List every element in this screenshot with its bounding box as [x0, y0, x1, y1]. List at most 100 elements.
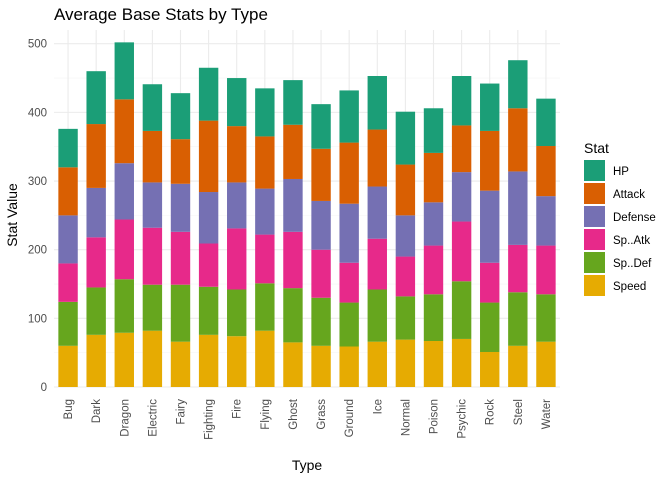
bar-segment-grass-spdef	[311, 297, 331, 346]
y-tick-label: 400	[28, 107, 47, 119]
bar-segment-rock-speed	[480, 351, 500, 387]
legend-label: Defense	[613, 212, 656, 224]
bar-segment-ghost-speed	[283, 342, 303, 388]
bar-segment-dark-defense	[86, 187, 106, 238]
bar-segment-grass-defense	[311, 200, 331, 250]
bar-segment-normal-defense	[395, 215, 416, 257]
x-tick-label: Rock	[485, 399, 497, 425]
legend-title: Stat	[584, 140, 609, 156]
bar-segment-ground-spatk	[339, 262, 359, 303]
bar-segment-ground-spdef	[339, 302, 359, 347]
legend-label: Sp..Atk	[613, 235, 650, 247]
bar-segment-rock-defense	[480, 190, 500, 263]
bar-segment-normal-spdef	[395, 296, 416, 340]
bar-segment-ground-attack	[339, 142, 359, 204]
bar-segment-fighting-attack	[198, 120, 219, 193]
bar-segment-ghost-attack	[283, 124, 303, 179]
bar-segment-water-spatk	[536, 245, 556, 295]
bar-segment-electric-attack	[142, 130, 163, 183]
bar-segment-flying-defense	[255, 188, 275, 235]
bar-segment-poison-spdef	[423, 294, 444, 341]
bar-segment-water-hp	[536, 98, 556, 147]
bar-segment-psychic-spatk	[451, 221, 472, 282]
bar-segment-bug-attack	[58, 167, 78, 216]
bar-segment-rock-spdef	[480, 302, 500, 352]
bar-segment-rock-hp	[480, 83, 500, 131]
bar-segment-normal-speed	[395, 339, 416, 387]
x-tick-label: Poison	[429, 399, 441, 434]
x-tick-label: Bug	[63, 399, 75, 419]
bar-segment-steel-defense	[508, 171, 528, 245]
bar-segment-flying-spdef	[255, 283, 275, 331]
legend-label: Sp..Def	[613, 258, 652, 270]
legend-swatch	[584, 183, 605, 204]
x-tick-label: Fighting	[204, 399, 216, 440]
bar-segment-dragon-speed	[114, 332, 134, 387]
bar-segment-electric-speed	[142, 330, 163, 387]
bar-segment-flying-spatk	[255, 234, 275, 284]
bar-segment-rock-attack	[480, 130, 500, 191]
bar-segment-bug-spdef	[58, 301, 78, 346]
bar-segment-poison-spatk	[423, 245, 444, 295]
bar-segment-steel-spatk	[508, 244, 528, 293]
bar-segment-psychic-spdef	[451, 281, 472, 339]
bar-segment-grass-spatk	[311, 249, 331, 298]
x-tick-label: Dark	[91, 399, 103, 424]
y-axis: 0 100 200 300 400 500	[28, 39, 47, 394]
bar-segment-normal-hp	[395, 111, 416, 165]
x-tick-label: Grass	[316, 399, 328, 430]
bar-segment-steel-speed	[508, 345, 528, 387]
x-tick-label: Psychic	[457, 399, 469, 439]
bar-segment-ice-spatk	[367, 238, 387, 290]
bar-segment-poison-hp	[423, 108, 444, 153]
bar-segment-fairy-speed	[170, 341, 191, 387]
bar-segment-dark-spdef	[86, 287, 106, 335]
legend-label: Speed	[613, 281, 646, 293]
bar-segment-fairy-attack	[170, 139, 191, 184]
bar-segment-dark-attack	[86, 124, 106, 188]
bar-segment-ice-attack	[367, 129, 387, 187]
bar-segment-grass-attack	[311, 148, 331, 201]
bar-segment-poison-speed	[423, 341, 444, 387]
bar-segment-psychic-attack	[451, 125, 472, 173]
bar-segment-bug-defense	[58, 215, 78, 264]
bar-segment-ground-speed	[339, 346, 359, 387]
x-tick-label: Water	[541, 399, 553, 429]
bar-segment-poison-attack	[423, 152, 444, 203]
bar-segment-dragon-attack	[114, 99, 134, 164]
bar-segment-fighting-spatk	[198, 243, 219, 287]
y-tick-label: 500	[28, 39, 47, 51]
bar-segment-electric-hp	[142, 84, 163, 131]
bar-segment-grass-hp	[311, 104, 331, 149]
bar-segment-steel-attack	[508, 108, 528, 172]
x-axis-title: Type	[292, 457, 323, 473]
x-tick-label: Fairy	[176, 399, 188, 425]
bar-segment-fire-hp	[227, 78, 247, 127]
bar-segment-fighting-speed	[198, 334, 219, 387]
x-tick-label: Normal	[400, 399, 412, 436]
bar-segment-dragon-spatk	[114, 219, 134, 280]
legend-swatch	[584, 275, 605, 296]
bar-segment-fire-speed	[227, 336, 247, 387]
legend-swatch	[584, 206, 605, 227]
bar-segment-ice-hp	[367, 76, 387, 130]
legend-label: Attack	[613, 189, 645, 201]
bar-segment-grass-speed	[311, 345, 331, 387]
bar-segment-fairy-spatk	[170, 231, 191, 285]
chart-title: Average Base Stats by Type	[54, 5, 268, 24]
bar-segment-flying-speed	[255, 330, 275, 387]
bar-segment-bug-hp	[58, 128, 78, 168]
bar-segment-water-defense	[536, 196, 556, 246]
bar-segment-psychic-speed	[451, 338, 472, 387]
bar-segment-ice-speed	[367, 341, 387, 387]
legend: Stat HP Attack Defense Sp..Atk Sp..Def Speed	[584, 140, 656, 296]
x-tick-label: Ground	[344, 399, 356, 437]
bar-segment-fire-attack	[227, 126, 247, 183]
y-tick-label: 0	[41, 382, 47, 394]
y-axis-title: Stat Value	[4, 183, 20, 247]
x-tick-label: Flying	[260, 399, 272, 430]
bar-segment-electric-defense	[142, 182, 163, 228]
bar-segment-dark-speed	[86, 334, 106, 387]
y-tick-label: 100	[28, 313, 47, 325]
